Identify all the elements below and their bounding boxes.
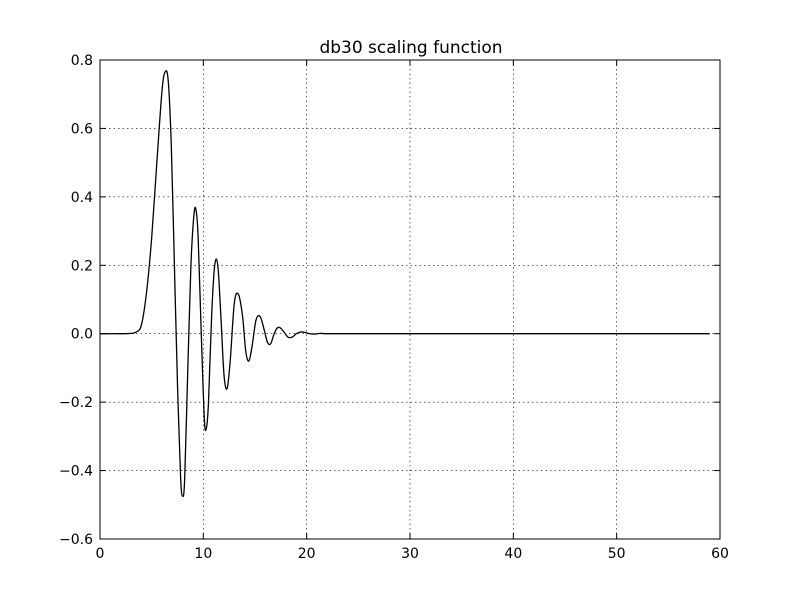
- x-tick-label: 40: [504, 546, 522, 562]
- x-tick-label: 30: [401, 546, 419, 562]
- series-line-0: [99, 70, 710, 497]
- plot-area: [99, 70, 710, 497]
- y-tick-label: 0.8: [71, 53, 93, 69]
- y-tick-label: 0.6: [71, 121, 93, 137]
- y-axis-tick-labels: −0.6 −0.4 −0.2 0.0 0.2 0.4 0.6 0.8: [59, 53, 93, 548]
- x-tick-label: 20: [298, 546, 316, 562]
- y-tick-label: −0.4: [59, 464, 93, 480]
- x-tick-label: 10: [194, 546, 212, 562]
- y-tick-label: −0.6: [59, 532, 93, 548]
- x-tick-label: 0: [96, 546, 105, 562]
- y-tick-label: 0.0: [71, 327, 93, 343]
- chart-title: db30 scaling function: [319, 38, 502, 58]
- grid: [100, 60, 720, 539]
- y-tick-label: 0.2: [71, 258, 93, 274]
- y-tick-label: −0.2: [59, 395, 93, 411]
- x-tick-label: 60: [711, 546, 729, 562]
- axis-ticks: [99, 59, 721, 540]
- y-tick-label: 0.4: [71, 190, 93, 206]
- x-tick-label: 50: [608, 546, 626, 562]
- x-axis-tick-labels: 0 10 20 30 40 50 60: [96, 546, 729, 562]
